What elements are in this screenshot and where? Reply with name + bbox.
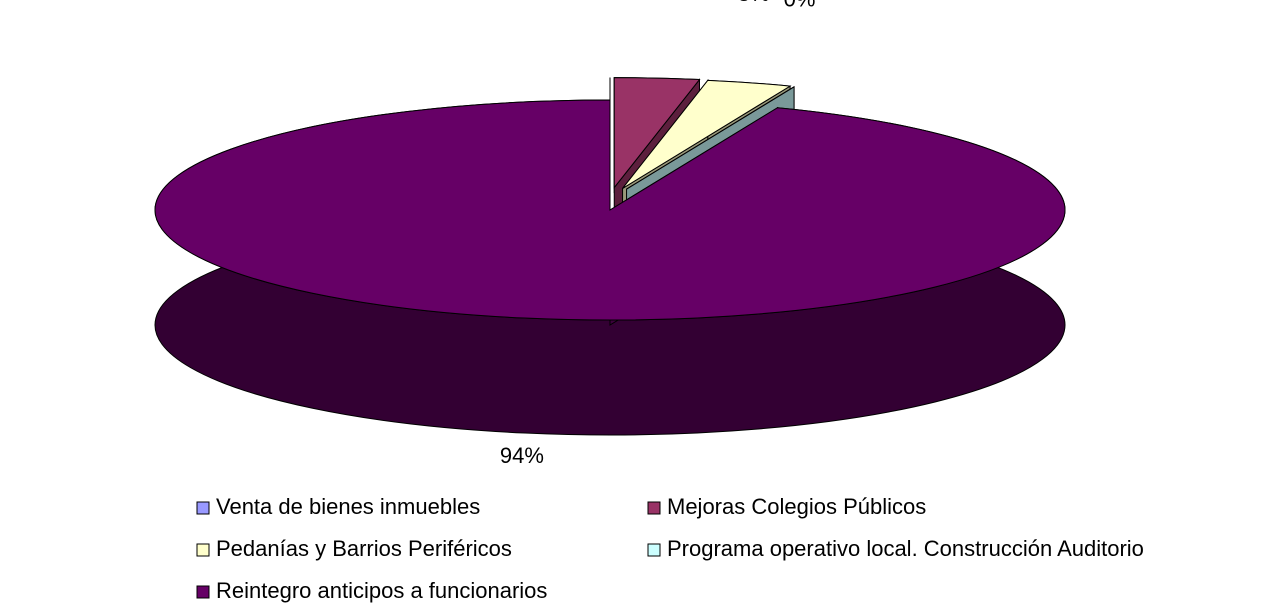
data-label: 94%: [500, 443, 544, 468]
pie-tops: [154, 77, 1066, 321]
legend-swatch: [647, 501, 661, 515]
slice: [613, 77, 701, 190]
data-label: 3%: [738, 0, 770, 6]
data-label: 0%: [784, 0, 816, 11]
legend-label: Pedanías y Barrios Periféricos: [216, 536, 512, 561]
legend-swatch: [196, 543, 210, 557]
slice: [154, 99, 1066, 321]
legend-label: Reintegro anticipos a funcionarios: [216, 578, 547, 603]
slice: [626, 86, 795, 190]
slice: [622, 79, 792, 189]
legend-label: Programa operativo local. Construcción A…: [667, 536, 1144, 561]
legend-label: Venta de bienes inmuebles: [216, 494, 480, 519]
legend-swatch: [647, 543, 661, 557]
legend-swatch: [196, 501, 210, 515]
legend-swatch: [196, 585, 210, 599]
legend-label: Mejoras Colegios Públicos: [667, 494, 926, 519]
